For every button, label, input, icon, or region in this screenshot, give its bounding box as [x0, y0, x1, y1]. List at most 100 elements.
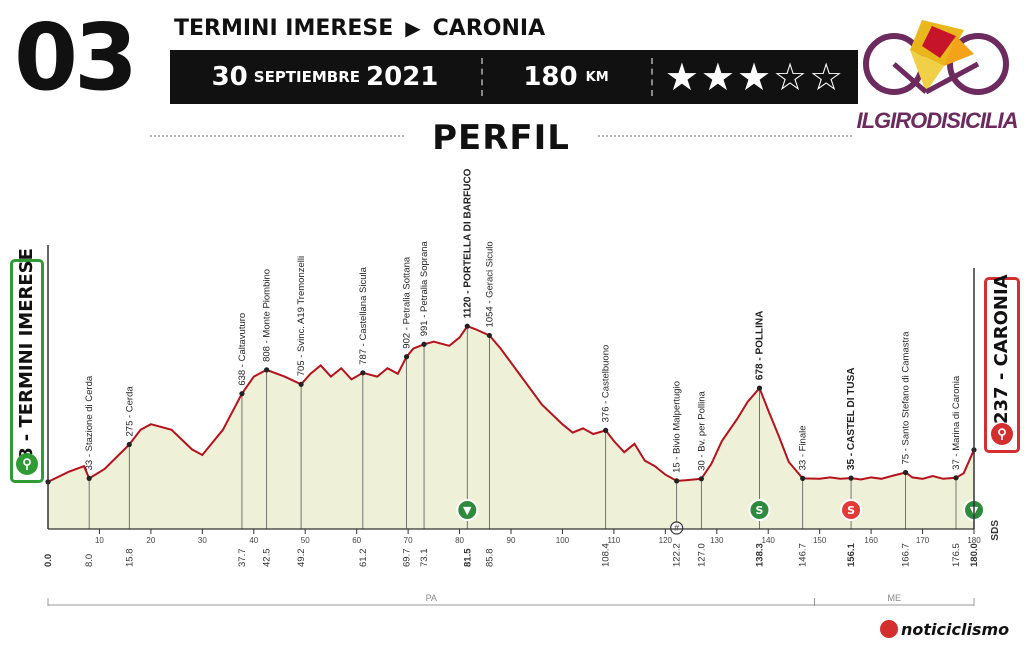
waypoint-km-label: 81.5 — [462, 548, 473, 567]
waypoint-dot — [464, 323, 470, 329]
waypoint-dot — [239, 391, 245, 397]
waypoint-km-label: 166.7 — [901, 543, 912, 567]
sprint-marker — [840, 499, 863, 521]
waypoint-label: 808 - Monte Piombino — [262, 269, 273, 362]
province-label: PA — [426, 593, 437, 603]
waypoint-dot — [603, 427, 609, 433]
waypoint-label: 705 - Svinc. A19 Tremonzelli — [296, 256, 307, 376]
giro-di-sicilia-logo — [863, 20, 1009, 95]
x-tick-label: 130 — [710, 536, 724, 545]
waypoint-label: 75 - Santo Stefano di Camastra — [901, 331, 912, 465]
waypoint-km-label: 85.8 — [484, 549, 495, 568]
waypoint-km-label: 156.1 — [846, 543, 857, 567]
waypoint-label: 15 - Bivio Malpertugio — [672, 381, 683, 473]
stage-info-bar: 30 SEPTIEMBRE 2021 180 KM ★★★☆☆ — [170, 50, 858, 104]
waypoint-label: 33 - Stazione di Cerda — [84, 375, 95, 470]
waypoint-label: 37 - Marina di Caronia — [951, 375, 962, 470]
x-tick-label: 30 — [198, 536, 207, 545]
finish-badge: 237 - CARONIA ⚲ — [984, 274, 1020, 453]
x-tick-label: 90 — [507, 536, 516, 545]
waypoint-label: 902 - Petralia Sottana — [402, 256, 413, 349]
waypoint-km-label: 73.1 — [419, 549, 430, 568]
x-tick-label: 10 — [95, 536, 104, 545]
waypoint-dot — [126, 441, 132, 448]
x-tick-label: 20 — [146, 536, 155, 545]
x-tick-label: 70 — [404, 536, 413, 545]
waypoint-label: 678 - POLLINA — [754, 311, 765, 380]
waypoint-label: 33 - Finale — [798, 425, 809, 470]
start-city: TERMINI IMERESE — [174, 16, 394, 41]
waypoint-label: 376 - Castelbuono — [601, 345, 612, 423]
waypoint-dot — [902, 469, 909, 476]
marker-glyph: ▼ — [463, 504, 472, 517]
stage-number: 03 — [14, 4, 138, 111]
divider — [651, 58, 653, 96]
waypoint-dot — [298, 381, 304, 387]
waypoint-km-label: 108.4 — [601, 543, 612, 567]
stage-date: 30 SEPTIEMBRE 2021 — [170, 50, 480, 104]
climb-marker — [748, 499, 771, 521]
difficulty-stars: ★★★☆☆ — [664, 55, 846, 99]
waypoint-dot — [756, 385, 763, 391]
waypoint-dot — [698, 476, 704, 482]
marker-glyph: S — [847, 504, 855, 517]
waypoint-label: 35 - CASTEL DI TUSA — [846, 367, 857, 470]
distance-value: 180 — [523, 62, 578, 92]
logo-wordmark: ILGIRODISICILIA — [856, 108, 1019, 133]
sds-label: SDS — [990, 520, 1001, 541]
waypoint-label: 638 - Caltavuturo — [237, 313, 248, 386]
waypoint-label: 1054 - Geraci Siculo — [484, 241, 495, 327]
province-label: ME — [888, 593, 902, 603]
waypoint-label: 1120 - PORTELLA DI BARFUCO — [462, 168, 473, 318]
x-tick-label: 50 — [301, 536, 310, 545]
waypoint-label: 991 - Petralia Soprana — [419, 240, 430, 336]
waypoint-dot — [360, 370, 366, 376]
cyclist-icon: ⚲ — [16, 453, 38, 475]
start-badge-label: 8 - TERMINI IMERESE — [16, 248, 37, 460]
waypoint-label: 275 - Cerda — [124, 386, 135, 437]
x-tick-label: 80 — [455, 536, 464, 545]
waypoint-label: 30 - Bv. per Pollina — [696, 391, 707, 471]
x-tick-label: 110 — [608, 536, 621, 545]
bike-logo-icon — [880, 620, 898, 638]
brand-watermark: noticiclismo — [880, 618, 1009, 642]
waypoint-km-label: 61.2 — [358, 549, 369, 568]
waypoint-km-label: 0.0 — [43, 554, 54, 567]
waypoint-dot — [421, 341, 427, 347]
feed-zone-glyph: # — [674, 523, 679, 533]
waypoint-km-label: 49.2 — [296, 549, 307, 568]
waypoint-dot — [800, 475, 806, 481]
x-tick-label: 180 — [967, 536, 981, 545]
waypoint-km-label: 146.7 — [798, 543, 809, 567]
elevation-area — [48, 326, 974, 529]
waypoint-dot — [264, 367, 270, 373]
x-tick-label: 140 — [762, 536, 776, 545]
climb-marker — [456, 499, 479, 521]
date-year: 2021 — [366, 62, 439, 92]
waypoint-dot — [486, 332, 492, 339]
finish-city: CARONIA — [432, 16, 546, 41]
waypoint-dot — [848, 475, 854, 481]
x-tick-label: 60 — [352, 536, 361, 545]
brand-text: noticiclismo — [901, 620, 1010, 639]
finish-badge-label: 237 - CARONIA — [991, 274, 1012, 424]
waypoint-km-label: 122.2 — [672, 543, 683, 567]
x-tick-label: 100 — [556, 536, 570, 545]
cyclist-icon: ⚲ — [991, 423, 1013, 445]
waypoint-km-label: 15.8 — [124, 549, 135, 568]
waypoint-dot — [953, 475, 959, 481]
distance-unit: KM — [585, 69, 609, 85]
waypoint-dot — [86, 475, 92, 481]
x-tick-label: 150 — [813, 536, 827, 545]
divider — [481, 58, 483, 96]
waypoint-km-label: 138.3 — [754, 543, 765, 567]
elevation-line — [47, 324, 975, 483]
waypoint-dot — [674, 478, 680, 484]
waypoint-km-label: 37.7 — [237, 549, 248, 568]
waypoint-dot — [403, 354, 410, 360]
waypoint-km-label: 127.0 — [696, 543, 707, 567]
waypoint-km-label: 180.0 — [969, 543, 980, 567]
play-arrow-icon: ▶ — [405, 16, 421, 40]
waypoint-km-label: 69.7 — [402, 549, 413, 568]
